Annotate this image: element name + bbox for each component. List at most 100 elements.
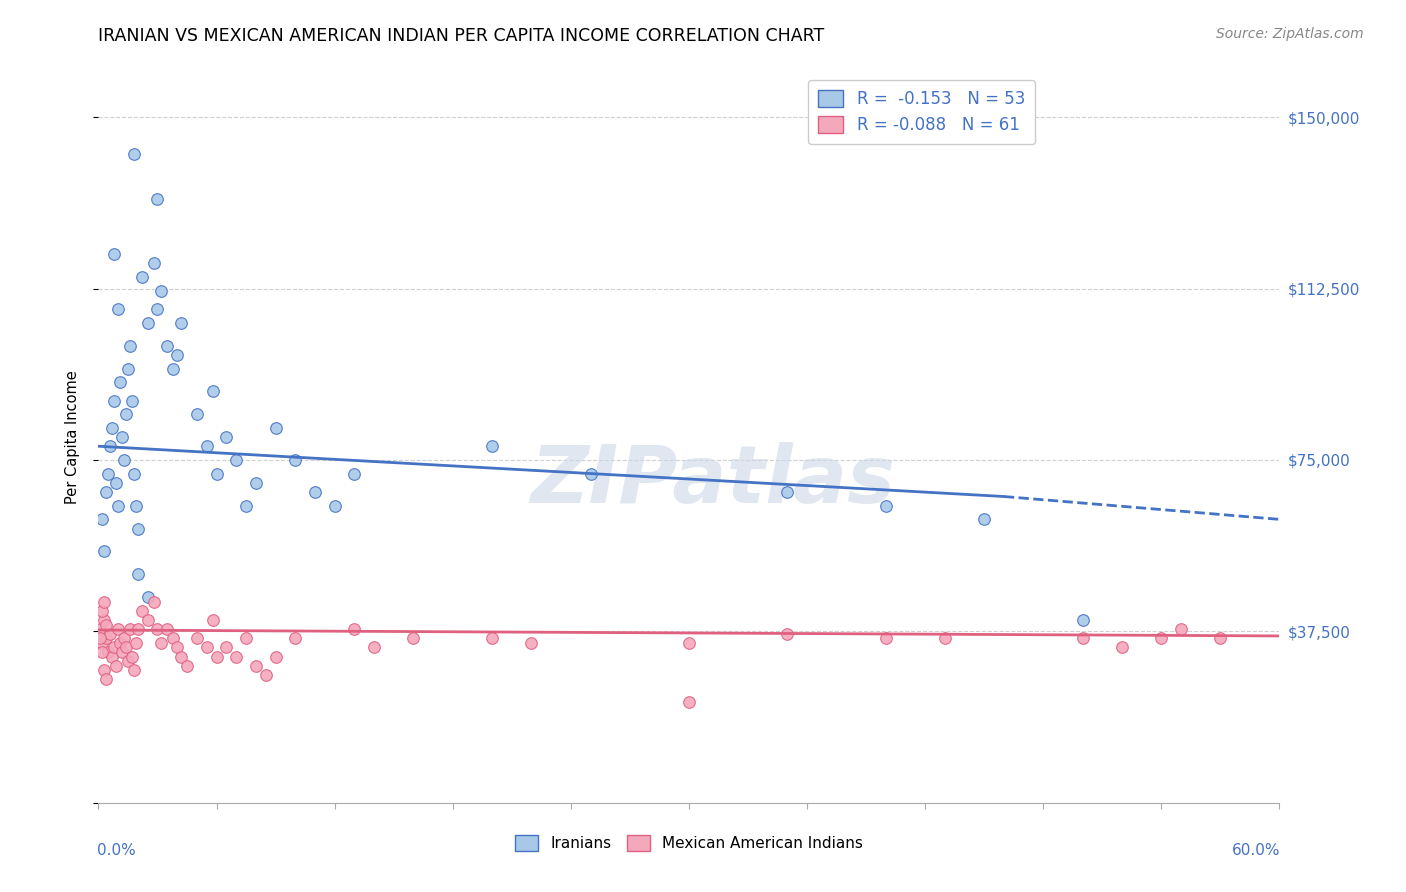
Point: [1111, 640, 1133, 655]
Point: [176, 658, 198, 673]
Point: [264, 649, 287, 664]
Point: [520, 636, 543, 650]
Point: [150, 284, 173, 298]
Point: [254, 667, 277, 681]
Point: [195, 439, 218, 453]
Point: [186, 632, 208, 646]
Point: [108, 636, 131, 650]
Point: [343, 467, 366, 481]
Point: [101, 421, 124, 435]
Point: [118, 338, 141, 352]
Point: [304, 484, 326, 499]
Point: [107, 622, 129, 636]
Point: [121, 393, 143, 408]
Point: [156, 338, 179, 352]
Point: [205, 649, 228, 664]
Point: [481, 439, 503, 453]
Point: [121, 649, 143, 664]
Point: [131, 270, 153, 285]
Point: [136, 590, 159, 604]
Point: [91, 604, 114, 618]
Point: [343, 622, 366, 636]
Point: [481, 632, 503, 646]
Point: [136, 613, 159, 627]
Point: [205, 467, 228, 481]
Point: [127, 521, 149, 535]
Point: [245, 658, 267, 673]
Point: [98, 626, 121, 640]
Point: [162, 361, 184, 376]
Point: [235, 632, 257, 646]
Point: [93, 663, 115, 677]
Point: [96, 673, 118, 687]
Point: [111, 645, 134, 659]
Point: [678, 695, 700, 709]
Point: [89, 622, 111, 636]
Point: [1170, 622, 1192, 636]
Point: [105, 658, 128, 673]
Point: [125, 499, 148, 513]
Point: [105, 475, 128, 490]
Point: [195, 640, 218, 655]
Point: [402, 632, 425, 646]
Y-axis label: Per Capita Income: Per Capita Income: [65, 370, 80, 504]
Point: [170, 649, 193, 664]
Point: [98, 439, 121, 453]
Point: [91, 645, 114, 659]
Point: [117, 654, 139, 668]
Point: [776, 626, 799, 640]
Point: [93, 544, 115, 558]
Point: [142, 256, 165, 270]
Point: [225, 649, 247, 664]
Point: [146, 622, 169, 636]
Point: [117, 361, 139, 376]
Point: [776, 484, 799, 499]
Point: [122, 146, 145, 161]
Point: [146, 301, 169, 317]
Point: [201, 613, 224, 627]
Point: [96, 632, 118, 646]
Point: [91, 512, 114, 526]
Text: 60.0%: 60.0%: [1232, 843, 1281, 858]
Point: [284, 632, 307, 646]
Point: [103, 393, 125, 408]
Point: [107, 499, 129, 513]
Point: [96, 484, 118, 499]
Point: [118, 622, 141, 636]
Point: [284, 453, 307, 467]
Point: [150, 636, 173, 650]
Text: 0.0%: 0.0%: [97, 843, 136, 858]
Point: [97, 467, 120, 481]
Point: [973, 512, 995, 526]
Point: [1150, 632, 1173, 646]
Point: [96, 617, 118, 632]
Point: [103, 247, 125, 261]
Point: [156, 622, 179, 636]
Point: [122, 663, 145, 677]
Text: ZIPatlas: ZIPatlas: [530, 442, 896, 520]
Point: [875, 632, 897, 646]
Point: [1071, 613, 1094, 627]
Point: [101, 649, 124, 664]
Point: [678, 636, 700, 650]
Point: [235, 499, 257, 513]
Point: [264, 421, 287, 435]
Point: [166, 348, 188, 362]
Point: [201, 384, 224, 399]
Point: [166, 640, 188, 655]
Point: [934, 632, 956, 646]
Point: [1209, 632, 1232, 646]
Point: [115, 640, 138, 655]
Point: [111, 430, 134, 444]
Point: [875, 499, 897, 513]
Point: [127, 567, 149, 582]
Point: [107, 301, 129, 317]
Point: [97, 645, 120, 659]
Point: [245, 475, 267, 490]
Point: [146, 192, 169, 206]
Point: [1071, 632, 1094, 646]
Point: [225, 453, 247, 467]
Point: [93, 613, 115, 627]
Point: [93, 594, 115, 608]
Point: [215, 640, 238, 655]
